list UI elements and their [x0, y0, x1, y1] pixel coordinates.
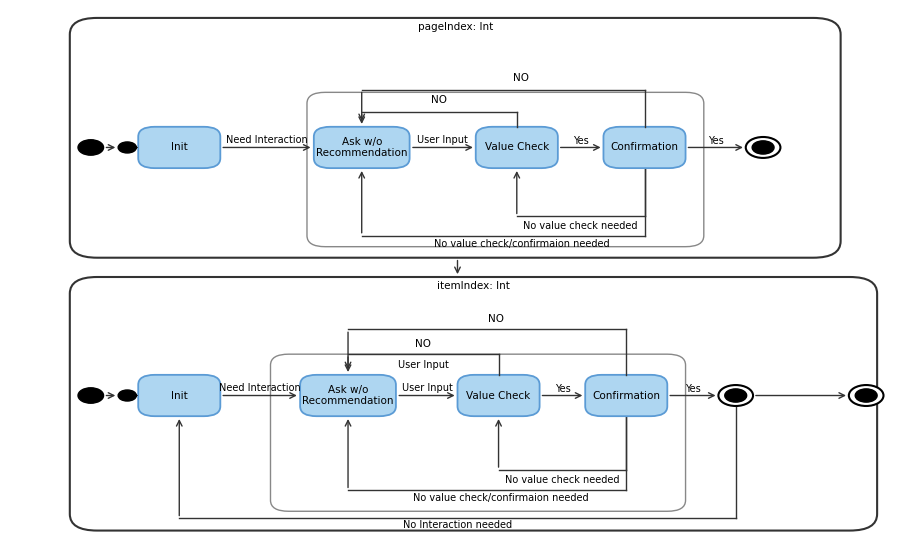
FancyBboxPatch shape	[70, 277, 877, 531]
Text: Yes: Yes	[685, 384, 701, 394]
Circle shape	[725, 389, 747, 402]
FancyBboxPatch shape	[307, 93, 704, 247]
FancyBboxPatch shape	[586, 375, 667, 416]
FancyBboxPatch shape	[300, 375, 396, 416]
Text: Ask w/o
Recommendation: Ask w/o Recommendation	[316, 137, 407, 158]
Text: NO: NO	[415, 338, 431, 348]
Circle shape	[78, 140, 103, 155]
Circle shape	[746, 137, 780, 158]
FancyBboxPatch shape	[138, 127, 221, 168]
Circle shape	[856, 389, 877, 402]
Text: User Input: User Input	[417, 135, 468, 145]
Circle shape	[118, 142, 136, 153]
Text: NO: NO	[489, 314, 504, 324]
Text: Init: Init	[171, 142, 188, 152]
Circle shape	[752, 141, 774, 154]
Text: Need Interaction: Need Interaction	[219, 383, 301, 393]
Text: Yes: Yes	[554, 384, 570, 394]
Circle shape	[78, 388, 103, 403]
Text: User Input: User Input	[398, 360, 448, 370]
Text: Need Interaction: Need Interaction	[226, 135, 307, 145]
Text: No value check/confirmaion needed: No value check/confirmaion needed	[413, 493, 588, 503]
Text: No Interaction needed: No Interaction needed	[403, 520, 512, 530]
Text: NO: NO	[431, 95, 447, 105]
FancyBboxPatch shape	[138, 375, 221, 416]
Text: Ask w/o
Recommendation: Ask w/o Recommendation	[302, 384, 393, 406]
Text: itemIndex: Int: itemIndex: Int	[437, 281, 510, 291]
FancyBboxPatch shape	[70, 18, 841, 258]
Text: Yes: Yes	[573, 136, 588, 146]
Text: Confirmation: Confirmation	[610, 142, 679, 152]
Text: No value check needed: No value check needed	[505, 475, 619, 485]
Text: NO: NO	[513, 73, 530, 83]
FancyBboxPatch shape	[604, 127, 685, 168]
Text: Yes: Yes	[708, 136, 724, 146]
Circle shape	[849, 385, 884, 406]
Text: No value check/confirmaion needed: No value check/confirmaion needed	[434, 239, 609, 249]
Text: Init: Init	[171, 391, 188, 401]
FancyBboxPatch shape	[271, 354, 685, 511]
Text: Value Check: Value Check	[467, 391, 531, 401]
Text: No value check needed: No value check needed	[523, 221, 638, 231]
Text: Value Check: Value Check	[485, 142, 549, 152]
Text: User Input: User Input	[402, 383, 452, 393]
FancyBboxPatch shape	[314, 127, 410, 168]
Circle shape	[718, 385, 753, 406]
FancyBboxPatch shape	[458, 375, 540, 416]
FancyBboxPatch shape	[476, 127, 558, 168]
Text: Confirmation: Confirmation	[592, 391, 661, 401]
Circle shape	[118, 390, 136, 401]
Text: pageIndex: Int: pageIndex: Int	[417, 22, 493, 32]
